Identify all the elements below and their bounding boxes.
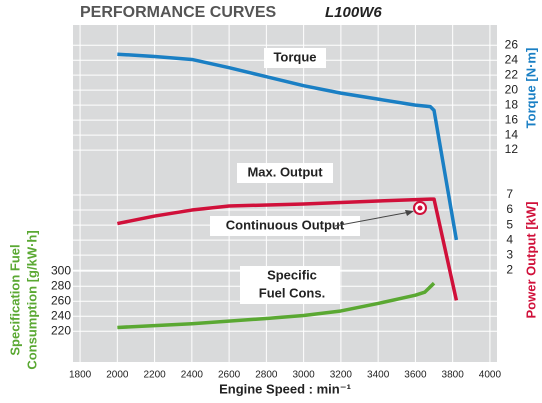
annotation-box (264, 48, 326, 68)
x-tick-label: 3600 (404, 370, 427, 381)
x-tick-label: 1800 (69, 370, 92, 381)
y-tick-label: 220 (51, 323, 71, 337)
y-tick-label: 280 (51, 278, 71, 292)
annotation: Fuel Cons. (259, 285, 325, 300)
series-line (117, 52, 459, 241)
arrow-head (405, 210, 414, 216)
annotation-box (210, 216, 360, 236)
y2-tick-label: 24 (505, 52, 519, 66)
y2-tick-label: 20 (505, 82, 519, 96)
annotation: Continuous Output (226, 217, 345, 232)
y2-axis-label: Torque [N·m] (523, 48, 538, 129)
chart-subtitle: L100W6 (325, 4, 382, 21)
annotation-arrow (334, 211, 411, 227)
x-tick-label: 3200 (330, 370, 353, 381)
series-line (117, 281, 436, 330)
x-tick-label: 2400 (181, 370, 204, 381)
series-line (116, 197, 459, 301)
x-tick-label: 2000 (106, 370, 129, 381)
y2-tick-label: 26 (505, 37, 519, 51)
x-tick-label: 4000 (479, 370, 502, 381)
y2-tick-label: 18 (505, 97, 519, 111)
x-tick-label: 3400 (367, 370, 390, 381)
x-tick-label: 2600 (218, 370, 241, 381)
y2-tick-label: 22 (505, 67, 519, 81)
annotation-box (237, 163, 333, 183)
x-tick-label: 3000 (293, 370, 316, 381)
y2-tick-label: 14 (505, 127, 519, 141)
marker-dot (417, 205, 423, 211)
y-axis-label: Consumption [g/kW·h] (24, 230, 39, 369)
chart-title: PERFORMANCE CURVES (80, 4, 277, 21)
y3-tick-label: 3 (506, 247, 513, 261)
x-tick-label: 3800 (442, 370, 465, 381)
annotation: Torque (273, 49, 316, 64)
x-tick-label: 2200 (143, 370, 166, 381)
x-axis-label: Engine Speed : min⁻¹ (219, 381, 351, 396)
y3-tick-label: 5 (506, 217, 513, 231)
y-tick-label: 240 (51, 308, 71, 322)
y3-tick-label: 6 (506, 202, 513, 216)
annotation: Specific (267, 267, 317, 282)
y-tick-label: 300 (51, 263, 71, 277)
y3-axis-label: Power Output [kW] (523, 202, 538, 319)
y-tick-label: 260 (51, 293, 71, 307)
y2-tick-label: 12 (505, 142, 519, 156)
y3-tick-label: 7 (506, 187, 513, 201)
annotation-box (240, 266, 340, 304)
x-tick-label: 2800 (255, 370, 278, 381)
y-axis-label: Specification Fuel (7, 244, 22, 355)
y2-tick-label: 16 (505, 112, 519, 126)
y3-tick-label: 2 (506, 262, 513, 276)
annotation: Max. Output (247, 164, 323, 179)
y3-tick-label: 4 (506, 232, 513, 246)
